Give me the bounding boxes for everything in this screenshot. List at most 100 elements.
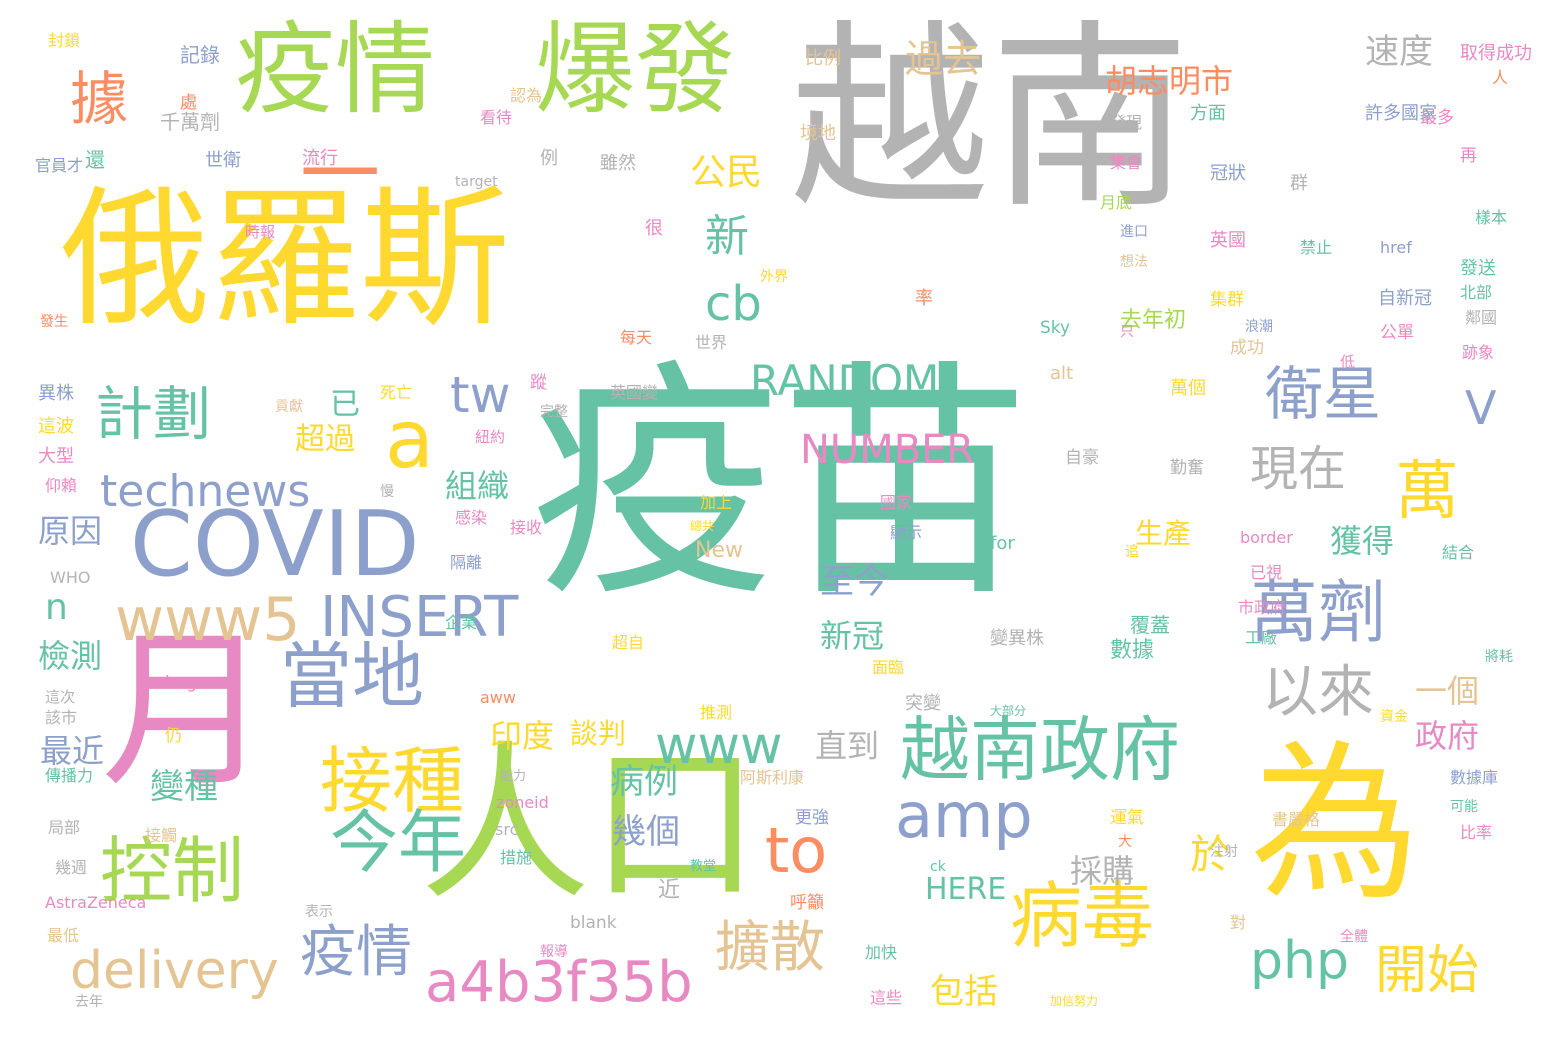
cloud-word: 對 xyxy=(1230,913,1247,932)
cloud-word: 數據 xyxy=(1110,638,1155,663)
cloud-word: 現在 xyxy=(1250,441,1347,497)
cloud-word: target xyxy=(455,174,498,190)
cloud-word: 已視 xyxy=(1250,563,1283,582)
cloud-word: 異株 xyxy=(38,383,74,404)
cloud-word: 很 xyxy=(645,218,663,239)
cloud-word: 許多國家 xyxy=(1365,103,1437,124)
cloud-word: 變異株 xyxy=(990,628,1044,649)
cloud-word: for xyxy=(990,533,1015,554)
cloud-word: 世界 xyxy=(695,333,728,352)
cloud-word: 阿斯利康 xyxy=(740,768,805,787)
cloud-word: 表示 xyxy=(305,904,333,920)
cloud-word: 蹤 xyxy=(530,373,547,393)
cloud-word: 人口 xyxy=(420,726,761,924)
cloud-word: 發生 xyxy=(40,314,68,330)
cloud-word: a4b3f35b xyxy=(425,950,693,1015)
cloud-word: 自新冠 xyxy=(1378,288,1432,309)
cloud-word: 談判 xyxy=(570,717,627,750)
cloud-word: 自豪 xyxy=(1065,448,1099,468)
cloud-word: 局部 xyxy=(48,818,81,837)
cloud-word: 生產 xyxy=(1135,517,1192,550)
cloud-word: to xyxy=(765,814,828,887)
cloud-word: 越南政府 xyxy=(900,709,1180,791)
cloud-word: 處 xyxy=(180,93,197,113)
cloud-word: 病例 xyxy=(610,762,678,802)
cloud-word: tw xyxy=(450,366,511,424)
cloud-word: AstraZeneca xyxy=(45,893,147,912)
cloud-word: 至今 xyxy=(820,562,888,602)
cloud-word: 市政府 xyxy=(1238,598,1287,617)
cloud-word: 資金 xyxy=(1380,709,1408,725)
cloud-word: 檢測 xyxy=(38,637,103,675)
cloud-word: New xyxy=(695,538,743,563)
cloud-word: 例 xyxy=(540,148,558,169)
cloud-word: 公單 xyxy=(1380,323,1414,343)
cloud-word: 該市 xyxy=(45,708,78,727)
cloud-word: border xyxy=(1240,528,1293,547)
cloud-word: 俄羅斯 xyxy=(60,173,511,347)
cloud-word: 公民 xyxy=(690,152,763,193)
cloud-word: 時報 xyxy=(245,223,276,241)
cloud-word: 人 xyxy=(1492,68,1509,87)
cloud-word: 接觸 xyxy=(145,826,178,845)
cloud-word: 包括 xyxy=(930,972,998,1012)
cloud-word: 紐約 xyxy=(475,428,506,446)
cloud-word: 官員才 xyxy=(35,156,84,175)
cloud-word: 浪潮 xyxy=(1245,319,1273,335)
cloud-word: 過去 xyxy=(905,37,982,81)
cloud-word: img xyxy=(165,673,198,693)
cloud-word: 幾個 xyxy=(612,812,680,852)
cloud-word: 最多 xyxy=(1420,108,1454,128)
cloud-word: 月底 xyxy=(1100,193,1133,212)
cloud-word: 疫情 xyxy=(300,920,412,985)
cloud-word: aww xyxy=(480,688,516,707)
cloud-word: 低 xyxy=(1340,353,1356,371)
cloud-word: 去年 xyxy=(75,994,103,1010)
cloud-word: 完整 xyxy=(540,404,568,420)
cloud-word: 據 xyxy=(70,65,129,133)
cloud-word: 群 xyxy=(1290,173,1308,194)
cloud-word: 可能 xyxy=(1450,799,1478,815)
cloud-word: 原因 xyxy=(38,512,103,550)
cloud-word: n xyxy=(45,587,68,628)
cloud-word: 控制 xyxy=(100,829,245,913)
cloud-word: 隔離 xyxy=(450,553,483,572)
cloud-word: 比例 xyxy=(805,48,841,69)
cloud-word: 每天 xyxy=(620,328,653,347)
cloud-word: src xyxy=(495,820,519,839)
cloud-word: 世衛 xyxy=(205,150,241,171)
cloud-word: V xyxy=(1465,381,1497,435)
cloud-word: 報導 xyxy=(540,944,568,960)
cloud-word: 記錄 xyxy=(180,43,220,67)
cloud-word: ck xyxy=(930,859,946,875)
cloud-word: 胡志明市 xyxy=(1105,62,1234,100)
cloud-word: 看待 xyxy=(480,108,513,127)
cloud-word: 萬個 xyxy=(1170,378,1206,399)
cloud-word: 越南 xyxy=(790,3,1191,236)
cloud-word: 措施 xyxy=(500,848,533,867)
cloud-word: 加上 xyxy=(700,493,733,512)
cloud-word: 爆發 xyxy=(535,11,735,128)
cloud-word: 大部分 xyxy=(990,704,1027,718)
cloud-word: 數據庫 xyxy=(1450,768,1499,787)
cloud-word: 萬劑 xyxy=(1250,574,1387,653)
cloud-word: amp xyxy=(895,779,1033,852)
cloud-word: php xyxy=(1250,931,1349,991)
cloud-word: 擴散 xyxy=(715,915,826,979)
cloud-word: 於 xyxy=(1190,832,1230,878)
cloud-word: 企業 xyxy=(445,613,478,632)
cloud-word: 總共 xyxy=(690,519,715,533)
cloud-word: 成功 xyxy=(1230,338,1264,358)
cloud-word: 冠狀 xyxy=(1210,163,1246,184)
cloud-word: NUMBER xyxy=(800,427,975,473)
cloud-word: 死亡 xyxy=(380,383,413,402)
cloud-word: 這次 xyxy=(45,688,76,706)
cloud-word: 覆蓋 xyxy=(1130,613,1170,637)
cloud-word: 衛星 xyxy=(1265,360,1382,428)
cloud-word: href xyxy=(1380,238,1412,257)
cloud-word: 北部 xyxy=(1460,283,1493,302)
cloud-word: 還 xyxy=(85,148,105,172)
cloud-word: 樣本 xyxy=(1475,208,1508,227)
cloud-word: 推測 xyxy=(700,703,733,722)
